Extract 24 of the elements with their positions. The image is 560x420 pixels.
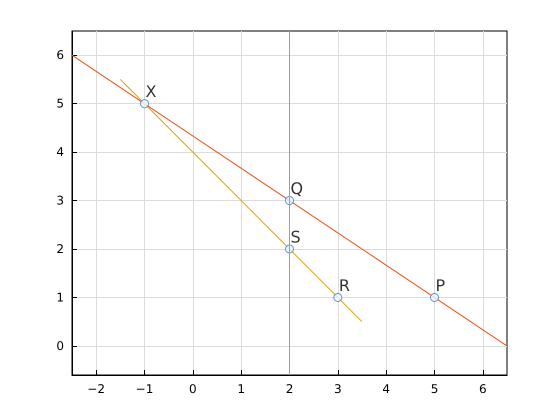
point [333, 292, 342, 302]
point [140, 99, 149, 108]
annotation: X [146, 82, 156, 102]
x-tick-label: 4 [382, 382, 390, 396]
x-tick-label: 6 [479, 382, 487, 396]
x-tick-label: 5 [430, 382, 438, 396]
annotation: S [290, 228, 301, 247]
y-tick-label: 4 [56, 145, 64, 160]
y-tick-label: 2 [56, 242, 64, 256]
y-tick-label: 1 [56, 290, 64, 304]
x-tick-label: 3 [334, 382, 342, 396]
x-tick-label: −1 [136, 382, 154, 396]
x-tick-label: 2 [286, 382, 294, 396]
annotation: R [338, 276, 350, 295]
annotation: P [436, 276, 446, 295]
x-tick-label: −2 [87, 382, 106, 396]
y-tick-label: 0 [56, 338, 64, 353]
x-tick-label: 0 [189, 382, 197, 396]
x-tick-label: 1 [237, 382, 245, 396]
y-tick-label: 6 [56, 48, 64, 62]
annotation: Q [290, 179, 304, 198]
y-tick-label: 5 [56, 96, 64, 111]
point [430, 292, 439, 302]
y-tick-label: 3 [56, 194, 64, 208]
